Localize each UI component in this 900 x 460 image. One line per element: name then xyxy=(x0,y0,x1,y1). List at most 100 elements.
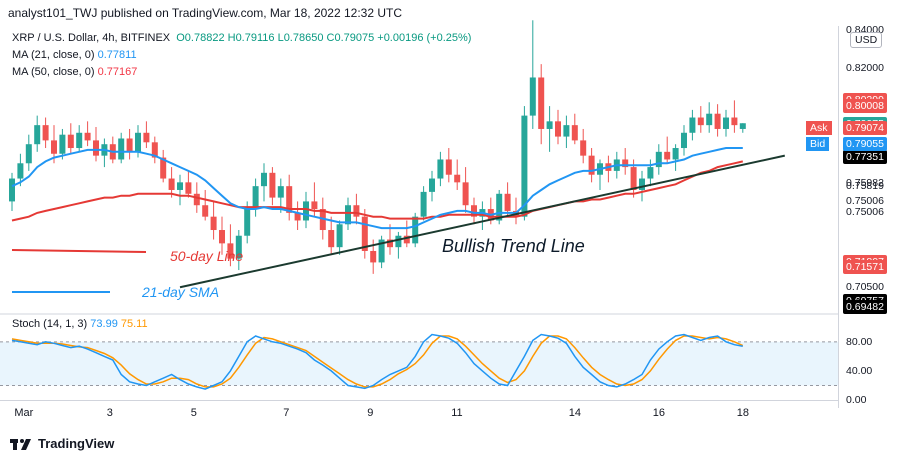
candle-body xyxy=(286,186,293,213)
annotation-50-day-line: 50-day Line xyxy=(170,248,244,264)
annotation-bullish-trend-line: Bullish Trend Line xyxy=(442,236,585,256)
bid-price-label: 0.79055 xyxy=(843,137,887,151)
candle-body xyxy=(185,182,192,194)
candle-body xyxy=(294,212,301,221)
candle-body xyxy=(17,163,24,179)
candle xyxy=(67,123,74,154)
candle xyxy=(622,148,629,175)
candle xyxy=(706,102,713,133)
candle-body xyxy=(521,115,528,217)
candle-body xyxy=(546,121,553,129)
stoch-k-value: 73.99 xyxy=(90,318,118,330)
chart-legend: XRP / U.S. Dollar, 4h, BITFINEX O0.78822… xyxy=(12,30,471,81)
candle-body xyxy=(403,235,410,244)
candle xyxy=(647,159,654,187)
stoch-axis-label: 80.00 xyxy=(846,335,873,348)
bullish-trend-line xyxy=(179,154,786,289)
candle xyxy=(403,220,410,248)
candle xyxy=(420,186,427,221)
candle xyxy=(269,167,276,206)
ohlc-values: O0.78822 H0.79116 L0.78650 C0.79075 +0.0… xyxy=(176,32,472,44)
candle-body xyxy=(353,205,360,217)
candle-body xyxy=(412,216,419,244)
time-axis-label: 11 xyxy=(451,407,463,419)
stoch-axis-label: 40.00 xyxy=(846,364,873,377)
candle-body xyxy=(672,148,679,160)
price-axis-label: 0.82000 xyxy=(846,61,884,74)
candle-body xyxy=(739,123,746,129)
candle-body xyxy=(689,117,696,133)
legend-ma21-row[interactable]: MA (21, close, 0) 0.77811 xyxy=(12,47,471,64)
candle xyxy=(571,113,578,145)
candle-body xyxy=(151,142,158,158)
time-axis-label: 18 xyxy=(736,407,750,419)
candle-body xyxy=(706,113,713,126)
candle xyxy=(25,134,32,171)
tradingview-footer[interactable]: TradingView xyxy=(10,436,114,451)
time-axis[interactable]: Mar 3 5 7 9 11 14 16 18 xyxy=(0,400,838,423)
price-axis[interactable]: 0.840000.820000.802990.800080.790750.773… xyxy=(838,24,900,408)
ask-label: Ask xyxy=(806,121,832,135)
candle xyxy=(387,224,393,255)
candle xyxy=(395,231,402,259)
candle xyxy=(597,159,603,190)
time-axis-label: 14 xyxy=(568,407,582,419)
candle xyxy=(563,115,570,149)
candle-body xyxy=(420,191,427,217)
candle xyxy=(76,125,83,152)
candle xyxy=(93,127,99,162)
candle-body xyxy=(387,239,393,248)
candle xyxy=(723,109,729,137)
candle xyxy=(521,106,528,221)
price-axis-label: 0.75006 xyxy=(846,195,884,208)
candle-body xyxy=(328,230,335,248)
candle xyxy=(328,216,335,255)
candle xyxy=(177,174,183,206)
candle xyxy=(202,189,209,221)
candle xyxy=(605,155,612,183)
ma21-line xyxy=(11,147,743,230)
candle-body xyxy=(429,178,435,192)
candle-body xyxy=(59,134,66,154)
ma50-legend-line xyxy=(11,249,147,253)
candle xyxy=(151,136,158,164)
price-axis-label: 0.75819 xyxy=(846,179,884,192)
candle xyxy=(739,123,746,133)
candle-body xyxy=(462,182,469,206)
candle xyxy=(185,170,192,198)
candle xyxy=(34,115,41,152)
candle-body xyxy=(588,155,595,175)
time-axis-label: Mar xyxy=(14,407,34,419)
currency-button[interactable]: USD xyxy=(850,32,883,48)
candle xyxy=(42,117,49,149)
legend-ma50-row[interactable]: MA (50, close, 0) 0.77167 xyxy=(12,64,471,81)
candle xyxy=(84,121,91,147)
candle-body xyxy=(681,132,687,149)
candle xyxy=(353,193,360,225)
candle xyxy=(580,128,587,164)
candle-body xyxy=(235,235,242,259)
candle-body xyxy=(664,151,671,160)
candle xyxy=(664,136,671,164)
price-axis-label: 0.71571 xyxy=(843,259,887,274)
chart-canvas[interactable] xyxy=(0,0,838,400)
stoch-legend[interactable]: Stoch (14, 1, 3) 73.99 75.11 xyxy=(12,318,148,330)
candle-body xyxy=(563,125,570,137)
candle-body xyxy=(160,157,167,179)
bid-text: Bid xyxy=(810,138,826,150)
time-axis-label: 16 xyxy=(652,407,666,419)
candle-body xyxy=(622,159,629,168)
candle-body xyxy=(76,132,83,149)
candle-body xyxy=(227,243,234,259)
candle xyxy=(697,106,704,133)
price-axis-label: 0.75006 xyxy=(846,205,884,218)
candle-body xyxy=(34,125,41,145)
stoch-axis-label: 0.00 xyxy=(846,394,867,406)
publish-header: analyst101_TWJ published on TradingView.… xyxy=(0,0,900,26)
candle-body xyxy=(193,193,200,206)
candle-body xyxy=(471,205,477,217)
candle-body xyxy=(311,201,318,210)
candle xyxy=(210,201,217,240)
candle xyxy=(555,109,561,145)
symbol-title[interactable]: XRP / U.S. Dollar, 4h, BITFINEX xyxy=(12,32,171,44)
